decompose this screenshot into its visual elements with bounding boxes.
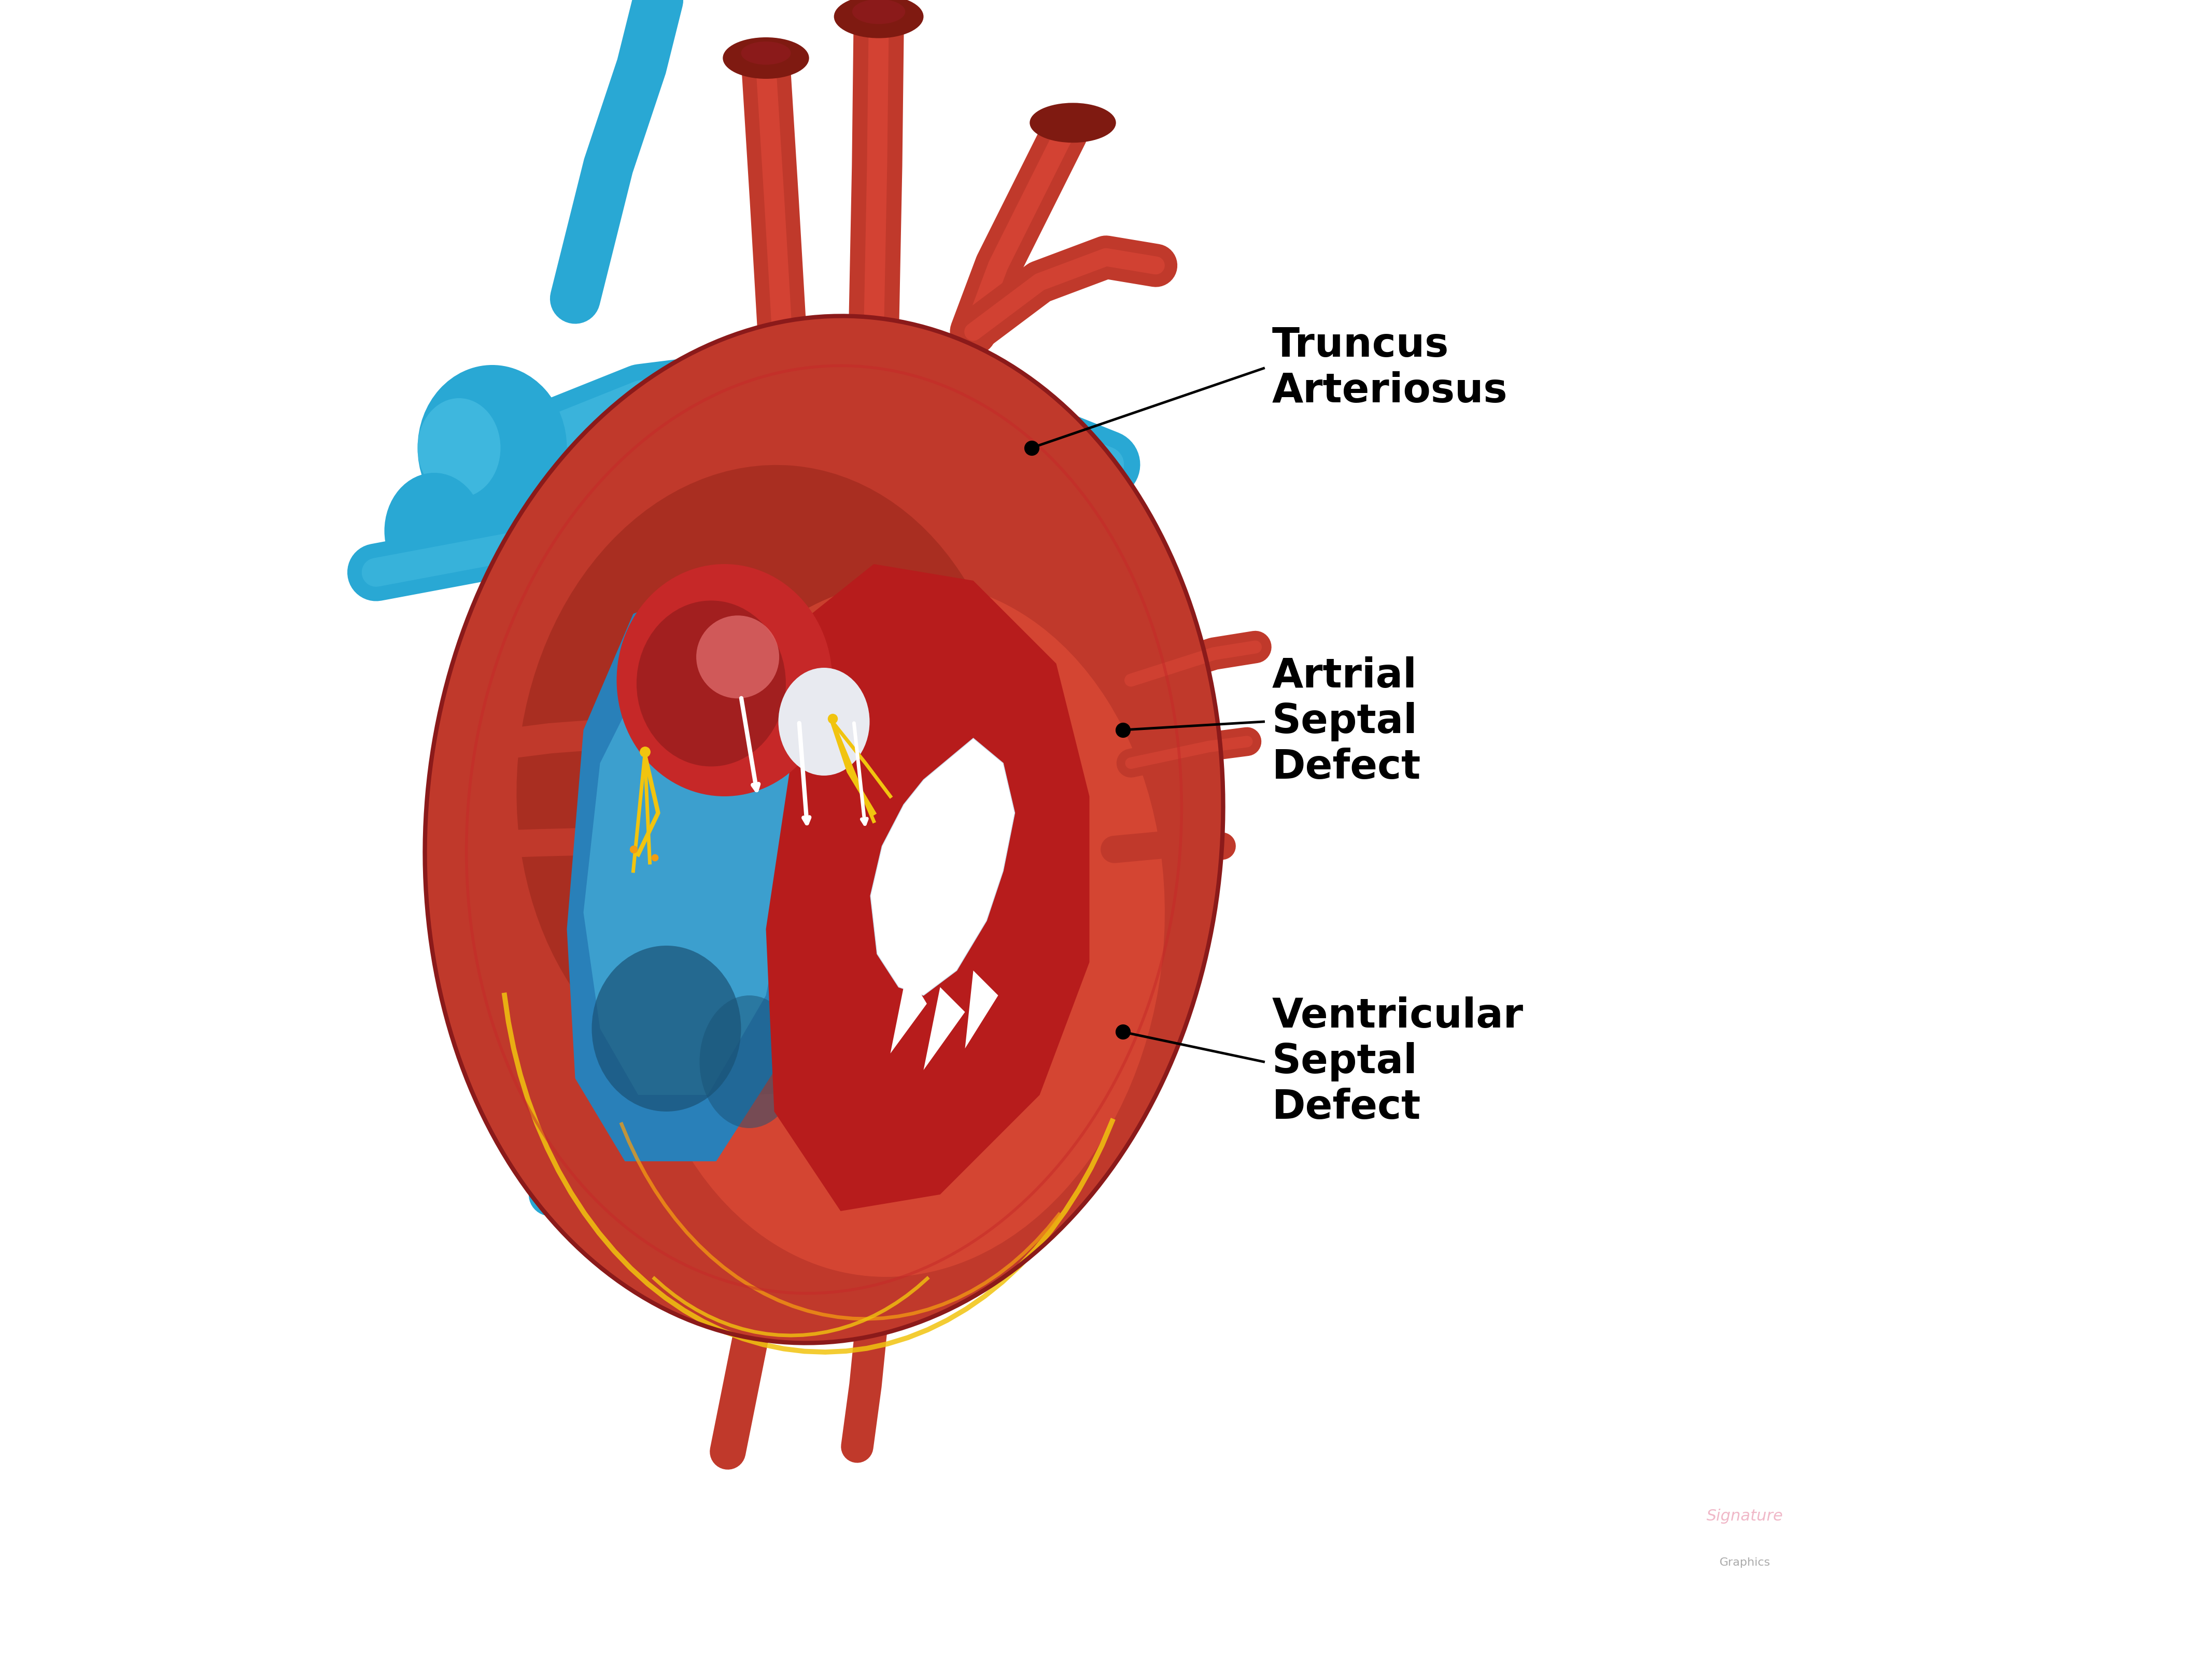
Polygon shape <box>964 971 998 1048</box>
Text: Signature: Signature <box>1705 1508 1783 1525</box>
Ellipse shape <box>518 465 1015 1095</box>
Polygon shape <box>584 647 799 1095</box>
Text: Truncus
Arteriosus: Truncus Arteriosus <box>1272 325 1509 411</box>
Text: Graphics: Graphics <box>1719 1558 1770 1568</box>
Ellipse shape <box>617 564 832 796</box>
Ellipse shape <box>834 0 925 38</box>
Polygon shape <box>925 987 964 1070</box>
Polygon shape <box>765 564 1091 1211</box>
Ellipse shape <box>633 581 1166 1277</box>
Ellipse shape <box>741 41 792 65</box>
Ellipse shape <box>699 995 799 1128</box>
Text: Ventricular
Septal
Defect: Ventricular Septal Defect <box>1272 997 1524 1126</box>
Ellipse shape <box>637 601 785 766</box>
Polygon shape <box>891 971 927 1053</box>
Ellipse shape <box>1031 103 1115 143</box>
Ellipse shape <box>418 398 500 498</box>
Polygon shape <box>566 581 841 1161</box>
Polygon shape <box>872 738 1015 995</box>
Ellipse shape <box>852 0 905 23</box>
Ellipse shape <box>385 473 484 589</box>
Ellipse shape <box>418 365 566 531</box>
Text: Artrial
Septal
Defect: Artrial Septal Defect <box>1272 657 1420 786</box>
Ellipse shape <box>425 315 1223 1344</box>
Ellipse shape <box>697 615 779 698</box>
Ellipse shape <box>593 946 741 1112</box>
Ellipse shape <box>779 669 869 776</box>
Ellipse shape <box>723 36 810 78</box>
